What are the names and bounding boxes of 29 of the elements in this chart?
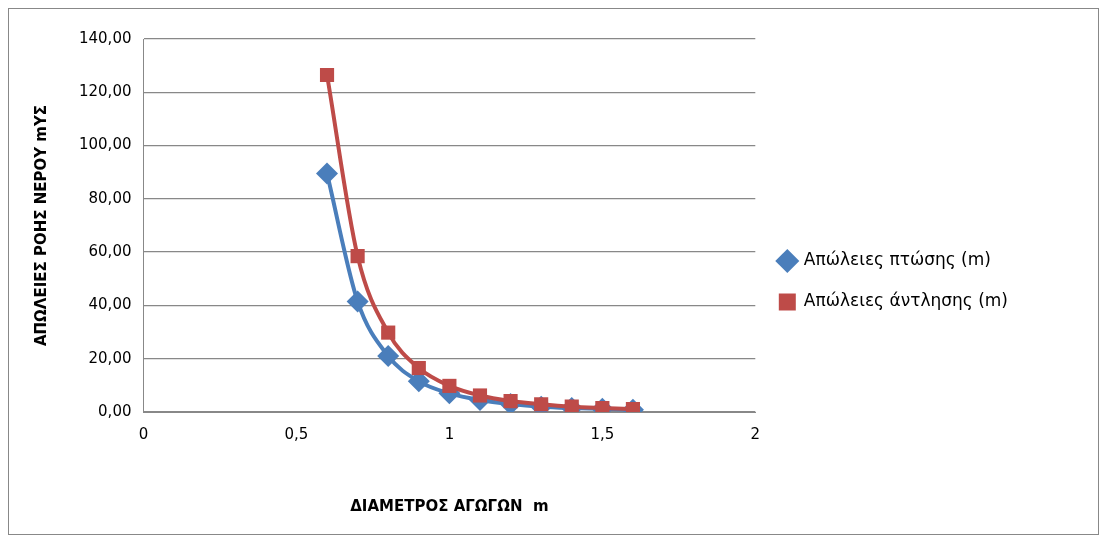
point: [381, 325, 396, 340]
point: [316, 162, 339, 185]
y-tick-label: 60,00: [88, 242, 132, 261]
point: [503, 394, 518, 409]
y-tick-label: 80,00: [88, 188, 132, 207]
legend-label: Απώλειες πτώσης (m): [803, 249, 991, 270]
y-tick-label: 40,00: [88, 295, 132, 314]
x-tick-label: 1,5: [590, 424, 615, 443]
y-tick-label: 0,00: [98, 401, 132, 420]
point: [346, 290, 369, 313]
point: [472, 388, 488, 403]
point: [534, 397, 549, 412]
y-tick-label: 100,00: [78, 135, 132, 154]
y-axis-title: ΑΠΩΛΕΙΕΣ ΡΟΗΣ ΝΕΡΟΥ mΥΣ: [31, 104, 50, 347]
point: [564, 399, 579, 412]
legend-label: Απώλειες άντλησης (m): [803, 290, 1008, 311]
x-tick-label: 0: [138, 424, 149, 443]
x-tick-label: 0,5: [284, 424, 309, 443]
point: [442, 378, 457, 393]
point: [319, 67, 335, 83]
y-tick-label: 20,00: [88, 348, 132, 367]
y-tick-label: 140,00: [78, 28, 132, 47]
point: [377, 345, 400, 368]
x-axis-title: ΔΙΑΜΕΤΡΟΣ ΑΓΩΓΩΝ m: [350, 496, 549, 515]
y-tick-label: 120,00: [78, 82, 132, 101]
x-tick-label: 2: [750, 424, 761, 443]
x-tick-label: 1: [444, 424, 455, 443]
point: [411, 360, 426, 376]
point: [350, 249, 365, 264]
